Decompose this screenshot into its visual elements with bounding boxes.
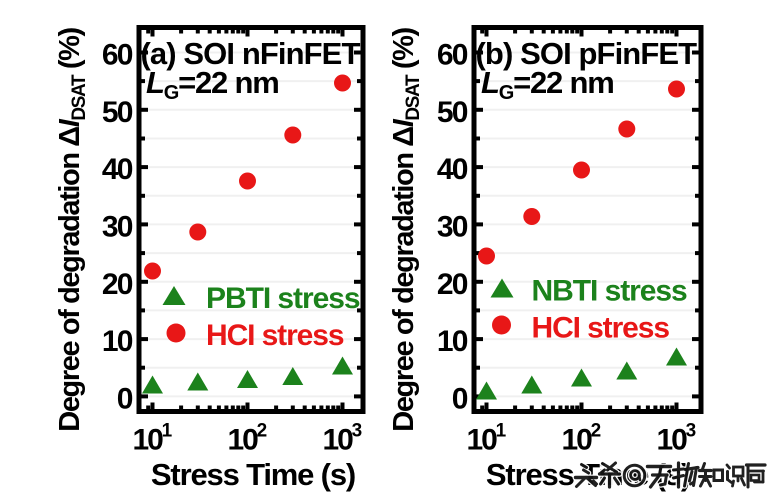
svg-text:(b) SOI pFinFET: (b) SOI pFinFET — [476, 36, 698, 71]
svg-text:NBTI stress: NBTI stress — [532, 275, 688, 308]
svg-text:LG=22 nm: LG=22 nm — [146, 65, 279, 104]
svg-text:(a) SOI nFinFET: (a) SOI nFinFET — [141, 36, 361, 71]
svg-text:0: 0 — [117, 382, 133, 415]
svg-text:0: 0 — [452, 382, 468, 415]
svg-text:50: 50 — [102, 96, 133, 129]
svg-text:60: 60 — [437, 39, 468, 72]
svg-text:50: 50 — [437, 96, 468, 129]
svg-text:30: 30 — [102, 210, 133, 243]
svg-text:30: 30 — [437, 210, 468, 243]
svg-text:20: 20 — [102, 268, 133, 301]
svg-text:HCI stress: HCI stress — [206, 319, 344, 352]
svg-text:40: 40 — [102, 153, 133, 186]
svg-text:PBTI stress: PBTI stress — [206, 282, 360, 315]
svg-text:10: 10 — [437, 325, 468, 358]
svg-text:20: 20 — [437, 268, 468, 301]
svg-text:10: 10 — [102, 325, 133, 358]
svg-text:60: 60 — [102, 39, 133, 72]
svg-text:103: 103 — [323, 421, 363, 457]
svg-text:LG=22 nm: LG=22 nm — [481, 65, 614, 104]
svg-text:Stress Time (s): Stress Time (s) — [151, 457, 355, 492]
svg-text:HCI stress: HCI stress — [532, 312, 670, 345]
svg-text:40: 40 — [437, 153, 468, 186]
